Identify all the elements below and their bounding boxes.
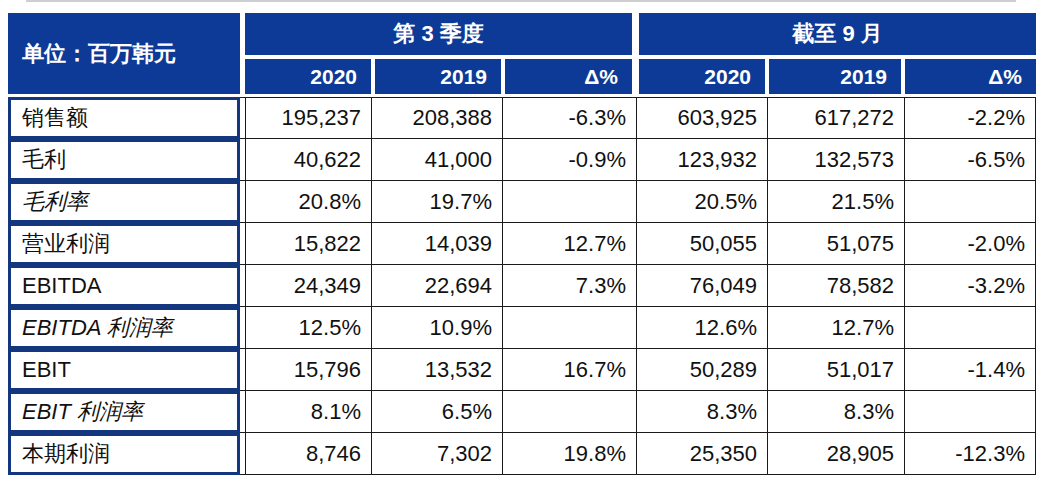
value-cell: 6.5% bbox=[372, 391, 503, 433]
value-cell: 7,302 bbox=[372, 433, 503, 475]
row-label: EBITDA bbox=[8, 265, 240, 307]
column-header: Δ% bbox=[505, 59, 632, 94]
row-label: 毛利率 bbox=[8, 181, 240, 223]
value-cell: 24,349 bbox=[245, 265, 372, 307]
value-cell: 51,017 bbox=[768, 349, 905, 391]
value-cell: -3.2% bbox=[905, 265, 1036, 307]
row-label: EBIT 利润率 bbox=[8, 391, 240, 433]
unit-label: 单位：百万韩元 bbox=[8, 13, 240, 94]
value-cell: 40,622 bbox=[245, 139, 372, 181]
value-cell: 123,932 bbox=[637, 139, 768, 181]
value-cell: 7.3% bbox=[503, 265, 637, 307]
column-group-q3: 第 3 季度 20202019Δ% bbox=[245, 13, 632, 94]
value-cell: 28,905 bbox=[768, 433, 905, 475]
column-header: Δ% bbox=[905, 59, 1036, 94]
column-group-ytd: 截至 9 月 20202019Δ% bbox=[639, 13, 1036, 94]
value-cell: 76,049 bbox=[637, 265, 768, 307]
table-row: EBITDA 利润率12.5%10.9% 12.6%12.7% bbox=[8, 307, 1036, 349]
value-cell: 51,075 bbox=[768, 223, 905, 265]
value-cell: 12.5% bbox=[245, 307, 372, 349]
value-cell: 16.7% bbox=[503, 349, 637, 391]
value-cell: 208,388 bbox=[372, 97, 503, 139]
row-label: 营业利润 bbox=[8, 223, 240, 265]
group-title-q3: 第 3 季度 bbox=[245, 13, 632, 55]
value-cell: 20.5% bbox=[637, 181, 768, 223]
value-cell: 15,796 bbox=[245, 349, 372, 391]
header-gap bbox=[632, 13, 639, 94]
table-row: 营业利润15,82214,03912.7%50,05551,075-2.0% bbox=[8, 223, 1036, 265]
value-cell: -2.2% bbox=[905, 97, 1036, 139]
subheader-q3: 20202019Δ% bbox=[245, 59, 632, 94]
table-row: 销售额195,237208,388-6.3%603,925617,272-2.2… bbox=[8, 97, 1036, 139]
value-cell bbox=[503, 391, 637, 433]
table-row: 本期利润8,7467,30219.8%25,35028,905-12.3% bbox=[8, 433, 1036, 475]
table-row: EBIT 利润率8.1%6.5% 8.3%8.3% bbox=[8, 391, 1036, 433]
value-cell: 617,272 bbox=[768, 97, 905, 139]
row-label: EBITDA 利润率 bbox=[8, 307, 240, 349]
value-cell: 603,925 bbox=[637, 97, 768, 139]
column-header: 2020 bbox=[245, 59, 371, 94]
value-cell: 8.3% bbox=[637, 391, 768, 433]
value-cell: 12.7% bbox=[768, 307, 905, 349]
row-label: 本期利润 bbox=[8, 433, 240, 475]
value-cell: 15,822 bbox=[245, 223, 372, 265]
value-cell: 50,055 bbox=[637, 223, 768, 265]
value-cell: 14,039 bbox=[372, 223, 503, 265]
subheader-ytd: 20202019Δ% bbox=[639, 59, 1036, 94]
value-cell: 25,350 bbox=[637, 433, 768, 475]
table-row: 毛利40,62241,000-0.9%123,932132,573-6.5% bbox=[8, 139, 1036, 181]
table-row: EBIT15,79613,53216.7%50,28951,017-1.4% bbox=[8, 349, 1036, 391]
quarterly-results-table: 单位：百万韩元 第 3 季度 20202019Δ% 截至 9 月 2020201… bbox=[8, 13, 1036, 475]
value-cell: -1.4% bbox=[905, 349, 1036, 391]
value-cell: -6.5% bbox=[905, 139, 1036, 181]
value-cell bbox=[905, 181, 1036, 223]
value-cell: 13,532 bbox=[372, 349, 503, 391]
column-header: 2020 bbox=[639, 59, 765, 94]
table-row: EBITDA24,34922,6947.3%76,04978,582-3.2% bbox=[8, 265, 1036, 307]
value-cell: -0.9% bbox=[503, 139, 637, 181]
value-cell: 50,289 bbox=[637, 349, 768, 391]
value-cell: 12.6% bbox=[637, 307, 768, 349]
value-cell: 10.9% bbox=[372, 307, 503, 349]
table-row: 毛利率20.8%19.7% 20.5%21.5% bbox=[8, 181, 1036, 223]
value-cell bbox=[905, 391, 1036, 433]
slide-top-rule bbox=[26, 0, 1016, 2]
value-cell: -2.0% bbox=[905, 223, 1036, 265]
value-cell: 8.1% bbox=[245, 391, 372, 433]
value-cell: 8.3% bbox=[768, 391, 905, 433]
value-cell: -6.3% bbox=[503, 97, 637, 139]
value-cell bbox=[905, 307, 1036, 349]
value-cell: 20.8% bbox=[245, 181, 372, 223]
value-cell bbox=[503, 181, 637, 223]
column-header: 2019 bbox=[769, 59, 901, 94]
value-cell: 132,573 bbox=[768, 139, 905, 181]
value-cell: 19.8% bbox=[503, 433, 637, 475]
value-cell bbox=[503, 307, 637, 349]
row-label: EBIT bbox=[8, 349, 240, 391]
table-header: 单位：百万韩元 第 3 季度 20202019Δ% 截至 9 月 2020201… bbox=[8, 13, 1036, 94]
table-body: 销售额195,237208,388-6.3%603,925617,272-2.2… bbox=[8, 97, 1036, 475]
value-cell: 19.7% bbox=[372, 181, 503, 223]
row-label: 销售额 bbox=[8, 97, 240, 139]
value-cell: 195,237 bbox=[245, 97, 372, 139]
value-cell: 41,000 bbox=[372, 139, 503, 181]
value-cell: -12.3% bbox=[905, 433, 1036, 475]
value-cell: 8,746 bbox=[245, 433, 372, 475]
column-header: 2019 bbox=[375, 59, 501, 94]
value-cell: 78,582 bbox=[768, 265, 905, 307]
value-cell: 12.7% bbox=[503, 223, 637, 265]
value-cell: 22,694 bbox=[372, 265, 503, 307]
row-label: 毛利 bbox=[8, 139, 240, 181]
group-title-ytd: 截至 9 月 bbox=[639, 13, 1036, 55]
value-cell: 21.5% bbox=[768, 181, 905, 223]
